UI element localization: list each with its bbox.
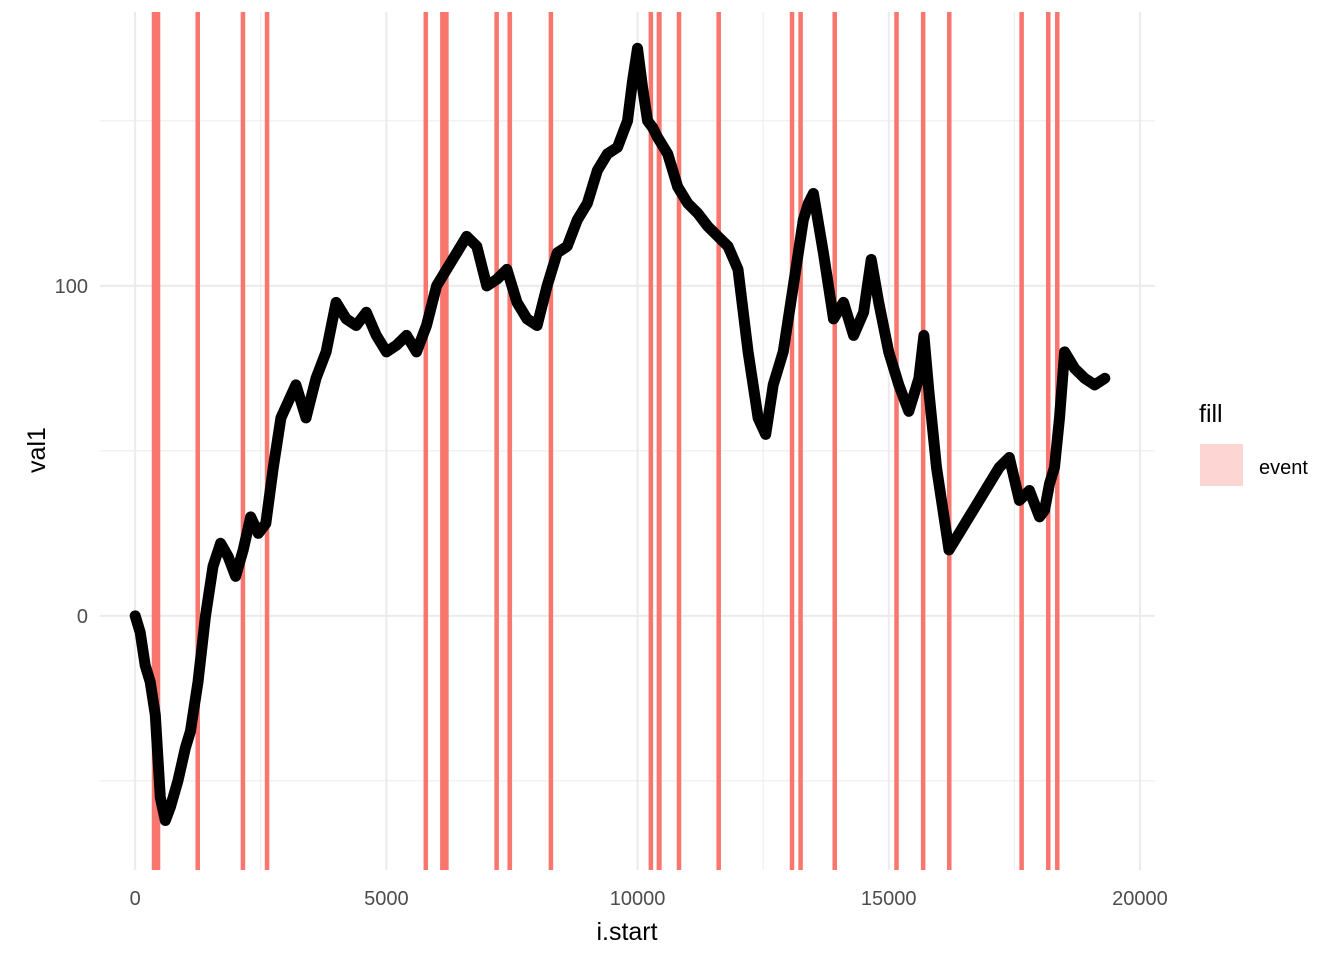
x-tick-label: 5000 (364, 888, 409, 910)
event-band (494, 12, 499, 870)
y-axis-title: val1 (23, 427, 51, 473)
y-axis-ticks: 0 100 (55, 276, 88, 628)
event-band (789, 12, 795, 870)
event-band (648, 12, 654, 870)
event-band (832, 12, 837, 870)
legend-swatch-event (1200, 444, 1243, 486)
event-band (440, 12, 449, 870)
event-band (716, 12, 721, 870)
event-band (1019, 12, 1024, 870)
series-line (129, 42, 1111, 826)
x-axis-title: i.start (596, 918, 657, 946)
x-tick-label: 15000 (861, 888, 917, 910)
event-band (798, 12, 803, 870)
data-series (129, 42, 1111, 826)
event-band (947, 12, 952, 870)
event-band (507, 12, 512, 870)
event-band (894, 12, 899, 870)
event-band (264, 12, 270, 870)
legend-title: fill (1199, 400, 1223, 428)
event-band (423, 12, 429, 870)
x-axis-ticks: 0 5000 10000 15000 20000 (130, 888, 1168, 910)
y-tick-label: 100 (55, 276, 88, 298)
x-tick-label: 0 (130, 888, 141, 910)
x-tick-label: 20000 (1112, 888, 1168, 910)
event-band (920, 12, 926, 870)
legend-label-event: event (1259, 457, 1308, 479)
event-band (1045, 12, 1051, 870)
event-band (151, 12, 161, 870)
legend: fill event (1199, 400, 1308, 486)
x-tick-label: 10000 (610, 888, 666, 910)
event-band (656, 12, 662, 870)
event-band (195, 12, 200, 870)
event-band (548, 12, 554, 870)
y-tick-label: 0 (77, 606, 88, 628)
event-band (240, 12, 246, 870)
event-band (676, 12, 682, 870)
